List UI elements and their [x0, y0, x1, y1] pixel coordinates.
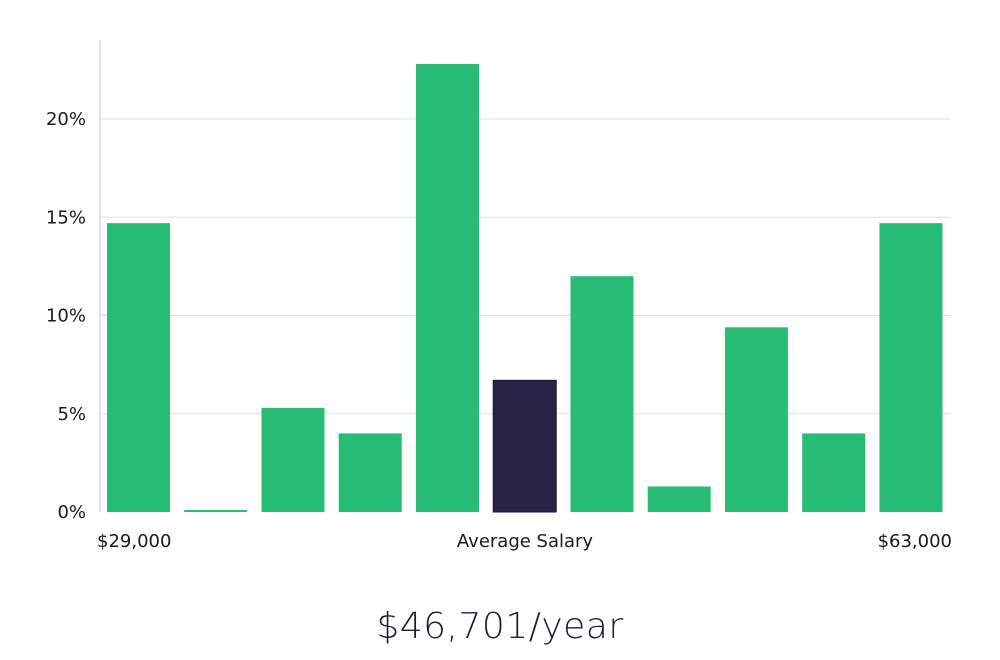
y-tick-label: 0%: [57, 502, 86, 523]
bar: [802, 433, 866, 512]
y-tick-label: 5%: [57, 404, 86, 425]
bar: [184, 510, 248, 512]
average-salary-value: $46,701/year: [376, 606, 624, 647]
bars: [107, 63, 943, 513]
salary-distribution-chart: 0% 5% 10% 15% 20% $29,000 Average Salary $63…: [46, 40, 952, 552]
x-label-min: $29,000: [97, 531, 171, 552]
bar: [570, 276, 634, 512]
x-label-max: $63,000: [878, 531, 952, 552]
y-tick-label: 20%: [46, 109, 86, 130]
bar: [879, 223, 943, 512]
bar: [724, 327, 788, 512]
bar: [647, 486, 711, 512]
bar: [261, 407, 325, 512]
x-label-average: Average Salary: [457, 531, 594, 552]
y-tick-label: 15%: [46, 207, 86, 228]
bar: [338, 433, 402, 512]
bar-average-salary: [492, 379, 557, 513]
bar: [107, 223, 170, 512]
y-tick-label: 10%: [46, 306, 86, 327]
y-tick-labels: 0% 5% 10% 15% 20%: [46, 109, 86, 523]
grid-lines: [100, 118, 950, 415]
x-axis-labels: $29,000 Average Salary $63,000: [97, 531, 952, 552]
bar: [415, 63, 479, 512]
